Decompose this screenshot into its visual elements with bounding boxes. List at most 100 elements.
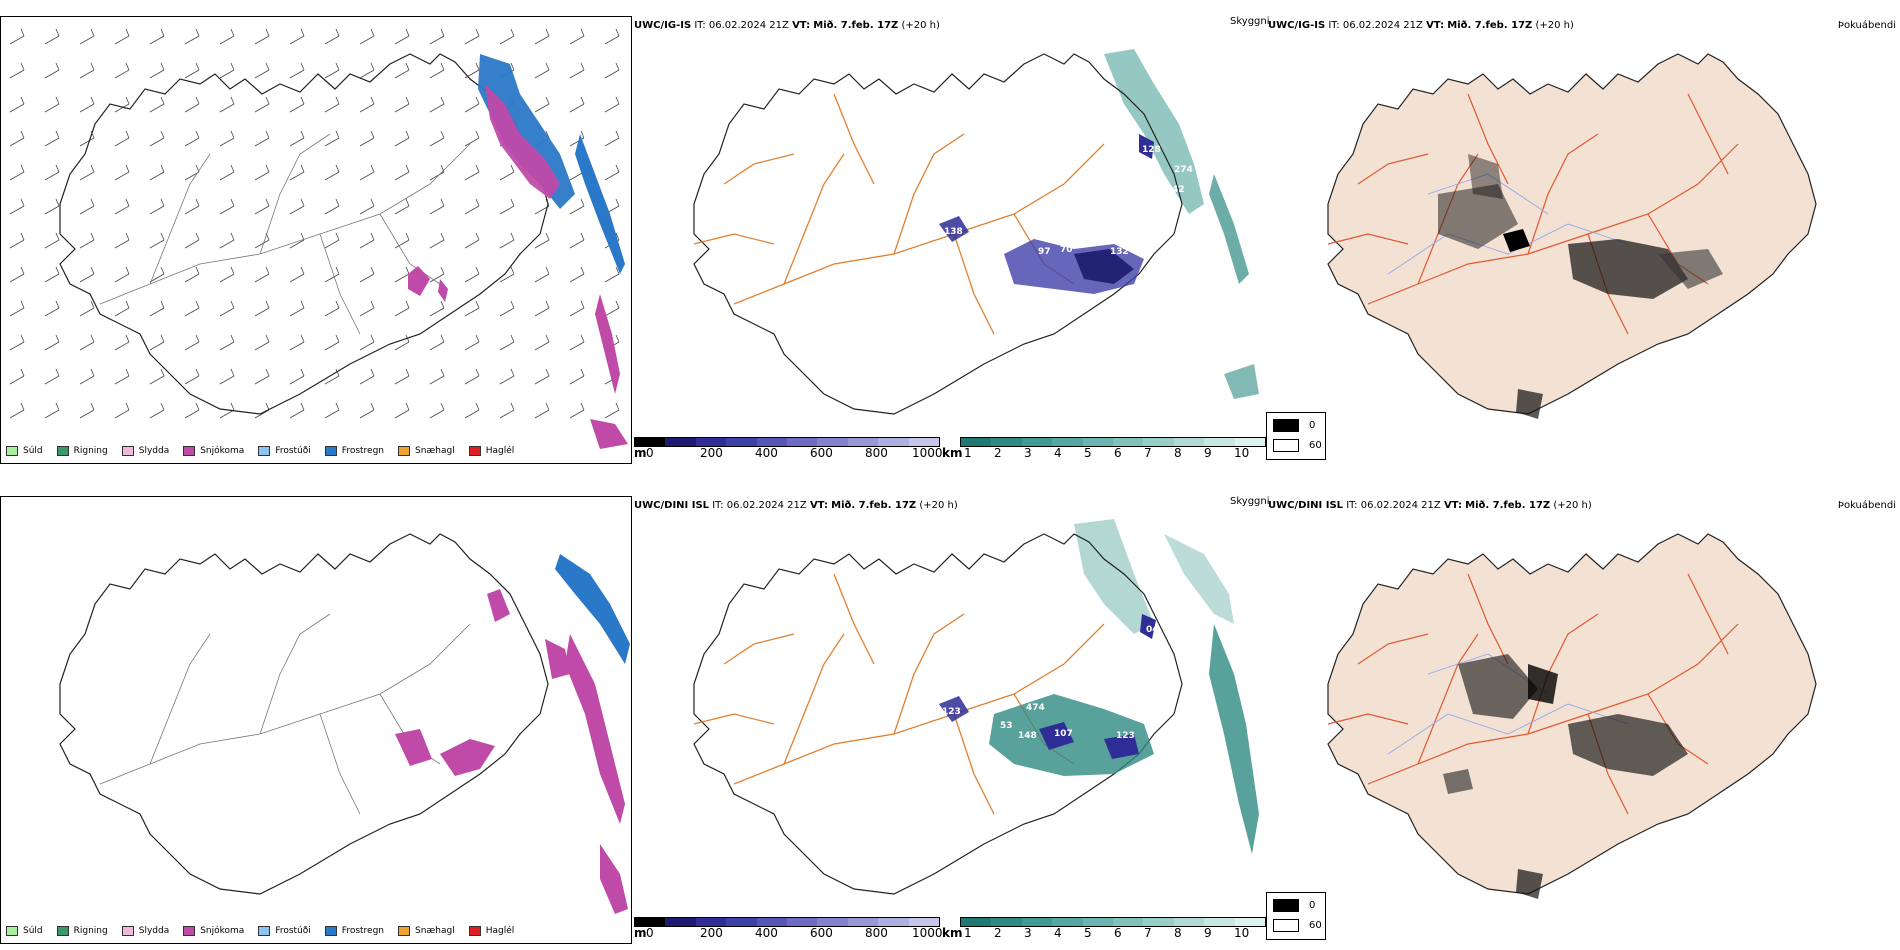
wind-barb [254, 232, 270, 249]
legend-item-freezing-drizzle: Frostúði [258, 446, 311, 456]
colorbar-segment [1173, 918, 1205, 926]
iceland-map [59, 533, 630, 914]
precip-type-legend: Súld Rigning Slydda Snjókoma Frostúði Fr… [6, 924, 528, 938]
wind-barb [149, 198, 165, 215]
legend-item-freezing-rain: Frostregn [324, 926, 384, 936]
legend-swatch [398, 446, 411, 456]
wind-barb [114, 164, 130, 181]
wind-barb [429, 232, 445, 249]
colorbar-segment [847, 918, 879, 926]
wind-barb [114, 130, 130, 147]
wind-barb [499, 266, 515, 283]
wind-barb [149, 266, 165, 283]
colorbar-segment [961, 918, 992, 926]
wind-barb [534, 368, 550, 385]
wind-barb [359, 368, 375, 385]
cloud-base-unit: m [634, 446, 647, 460]
wind-barb [254, 266, 270, 283]
panel-header: UWC/IG-IS IT: 06.02.2024 21Z VT: Mið. 7.… [1268, 20, 1574, 31]
colorbar-segment [961, 438, 992, 446]
colorbar-tick: 0 [646, 446, 654, 460]
wind-barb [184, 130, 200, 147]
wind-barb [534, 334, 550, 351]
cloud-label: 12 [872, 245, 885, 255]
wind-barb [9, 300, 25, 317]
colorbar-segment [1113, 918, 1144, 926]
wind-barb [569, 198, 585, 215]
wind-barb [604, 266, 620, 283]
wind-barb [44, 96, 60, 113]
colorbar-segment [908, 918, 940, 926]
wind-barb [44, 62, 60, 79]
cloud-label: 57 [1050, 687, 1063, 697]
legend-item-drizzle: Súld [6, 446, 43, 456]
wind-barb [9, 334, 25, 351]
legend-item-rain: Rigning [56, 446, 108, 456]
wind-barb [429, 198, 445, 215]
fog-legend-swatch [1273, 439, 1299, 452]
cloud-label-group: 128 274 42 78 138 03 97 70 132 12 [872, 145, 1193, 257]
legend-swatch [258, 446, 271, 456]
colorbar-segment [817, 918, 848, 926]
legend-item-snow-pellets: Snæhagl [398, 446, 455, 456]
cloud-label: 78 [1046, 209, 1059, 219]
wind-barb [604, 62, 620, 79]
legend-swatch [258, 926, 271, 936]
colorbar-tick: 8 [1174, 446, 1182, 460]
wind-barb [114, 368, 130, 385]
panel-title: Skyggni [1230, 16, 1270, 27]
iceland-map: 128 274 42 78 138 03 97 70 132 12 [693, 49, 1259, 415]
wind-barb [569, 28, 585, 45]
legend-item-freezing-drizzle: Frostúði [258, 926, 311, 936]
wind-barb [604, 96, 620, 113]
wind-barb [499, 334, 515, 351]
wind-barb [9, 164, 25, 181]
cloud-label: 96 [1182, 645, 1195, 655]
colorbar-segment [1021, 438, 1053, 446]
wind-barb [44, 334, 60, 351]
colorbar-tick: 7 [1144, 926, 1152, 940]
legend-item-sleet: Slydda [121, 446, 169, 456]
colorbar-tick: 5 [1084, 926, 1092, 940]
legend-swatch [183, 926, 196, 936]
legend-swatch [56, 926, 69, 936]
colorbar-tick: 10 [1234, 446, 1250, 460]
wind-barb [114, 300, 130, 317]
wind-barb [534, 402, 550, 419]
wind-barb [464, 130, 480, 147]
wind-barb [184, 266, 200, 283]
wind-barb [114, 198, 130, 215]
legend-swatch [468, 446, 481, 456]
wind-barb [359, 198, 375, 215]
wind-barb [394, 130, 410, 147]
wind-barb [184, 300, 200, 317]
map-frame [0, 496, 632, 944]
legend-item-rain: Rigning [56, 926, 108, 936]
colorbar-segment [635, 918, 666, 926]
wind-barb [569, 334, 585, 351]
wind-barb [324, 402, 340, 419]
cloud-label: 107 [1054, 729, 1073, 739]
fog-legend-item: 60 [1273, 919, 1322, 932]
fog-legend-top: 0 60 [1266, 412, 1326, 460]
colorbar-segment [1113, 438, 1144, 446]
wind-barb [289, 28, 305, 45]
legend-item-freezing-rain: Frostregn [324, 446, 384, 456]
panel-header: UWC/DINI ISL IT: 06.02.2024 21Z VT: Mið.… [1268, 500, 1592, 511]
wind-barb [534, 266, 550, 283]
wind-barb [534, 62, 550, 79]
cloud-base-colorbar [634, 437, 940, 447]
wind-barb [149, 62, 165, 79]
wind-barb [149, 334, 165, 351]
wind-barb [149, 130, 165, 147]
wind-barb [44, 300, 60, 317]
wind-barb [79, 198, 95, 215]
colorbar-tick: 1 [964, 446, 972, 460]
cloud-label: 274 [1174, 165, 1193, 175]
wind-barb [324, 300, 340, 317]
colorbar-segment [991, 918, 1022, 926]
wind-barb [184, 232, 200, 249]
wind-barb [569, 300, 585, 317]
legend-swatch [6, 446, 18, 456]
wind-barb [324, 232, 340, 249]
